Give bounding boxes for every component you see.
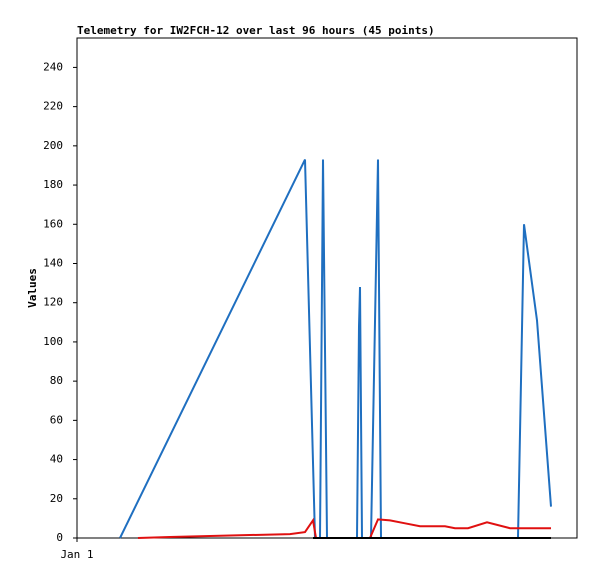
x-tick-label: Jan 1	[60, 548, 93, 561]
y-tick-label: 60	[50, 413, 63, 426]
y-axis-label: Values	[26, 268, 39, 308]
data-line	[119, 159, 552, 539]
y-tick-label: 180	[43, 178, 63, 191]
data-line	[137, 517, 551, 539]
y-tick-label: 40	[50, 453, 63, 466]
y-tick-label: 220	[43, 100, 63, 113]
y-tick-label: 0	[56, 531, 63, 544]
chart-title: Telemetry for IW2FCH-12 over last 96 hou…	[77, 24, 435, 37]
y-tick-label: 160	[43, 217, 63, 230]
y-tick-label: 200	[43, 139, 63, 152]
y-tick-label: 240	[43, 60, 63, 73]
y-tick-label: 80	[50, 374, 63, 387]
y-tick-label: 120	[43, 296, 63, 309]
y-tick-label: 20	[50, 492, 63, 505]
y-tick-label: 140	[43, 256, 63, 269]
y-tick-label: 100	[43, 335, 63, 348]
